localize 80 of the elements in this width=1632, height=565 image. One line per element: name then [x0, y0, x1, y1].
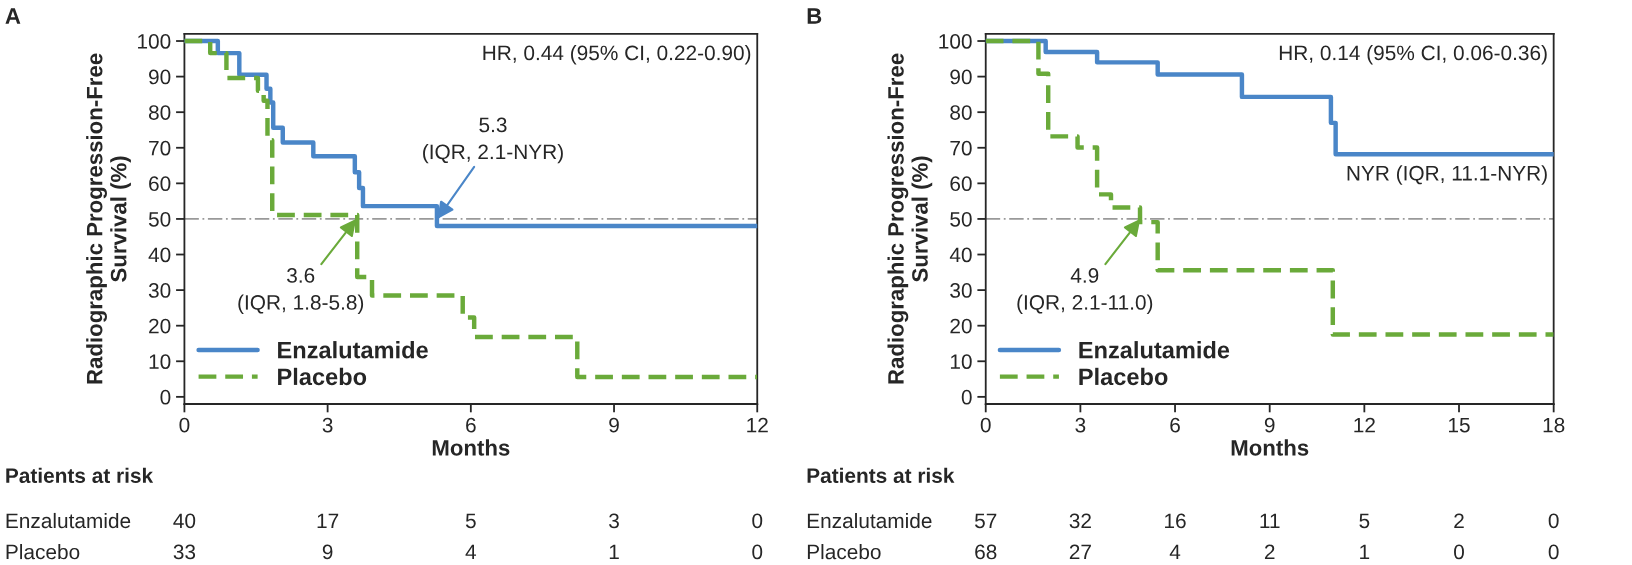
y-tick-label: 60	[149, 176, 171, 192]
legend-label: Enzalutamide	[1079, 341, 1230, 359]
x-tick-label: 0	[980, 417, 991, 433]
chart-title: A	[5, 8, 21, 24]
annotation: HR, 0.44 (95% CI, 0.22-0.90)	[483, 45, 751, 65]
y-tick-label: 100	[138, 34, 171, 49]
y-tick-label: 40	[148, 247, 171, 263]
y-tick-label: 20	[149, 318, 171, 334]
annotation: 4.9 (IQR, 2.1-11.0)	[1017, 268, 1153, 314]
text: 32	[1069, 513, 1091, 529]
text: 16	[1165, 513, 1186, 529]
x-tick-label: 3	[1075, 417, 1086, 433]
x-tick-label: 6	[1170, 417, 1180, 433]
x-tick-label: 0	[179, 417, 190, 433]
legend-label: Placebo	[278, 367, 367, 386]
text: 2	[1264, 544, 1275, 560]
text: 1	[1360, 544, 1370, 560]
text: 1	[609, 544, 619, 560]
text: 0	[752, 544, 763, 560]
y-axis-title: Radiographic Progression-Free Survival (%)	[887, 53, 933, 384]
text: 0	[1548, 513, 1559, 529]
text: 4	[1169, 544, 1181, 560]
text: Enzalutamide	[6, 512, 131, 529]
text: 17	[317, 513, 339, 529]
y-tick-label: 70	[950, 140, 972, 156]
legend-label: Enzalutamide	[278, 341, 428, 359]
y-tick-label: 80	[148, 105, 171, 120]
y-tick-label: 100	[939, 34, 972, 49]
text: 9	[322, 544, 333, 560]
text: 40	[173, 513, 196, 529]
y-tick-label: 0	[961, 389, 972, 405]
x-tick-label: 6	[466, 417, 476, 433]
y-tick-label: 60	[950, 176, 972, 192]
y-tick-label: 10	[149, 354, 171, 370]
text: Placebo	[6, 543, 80, 560]
x-tick-label: 9	[1264, 417, 1275, 433]
text: Patients at risk	[6, 467, 154, 484]
y-tick-label: 0	[160, 389, 171, 405]
text: 0	[1548, 544, 1559, 560]
x-axis-title: Months	[432, 439, 510, 456]
y-tick-label: 90	[950, 69, 972, 85]
text: 57	[974, 513, 997, 529]
y-tick-label: 40	[949, 247, 972, 263]
text: 11	[1260, 513, 1280, 529]
annotation: HR, 0.14 (95% CI, 0.06-0.36)	[1279, 45, 1547, 65]
y-tick-label: 30	[950, 283, 972, 298]
text: 27	[1069, 544, 1091, 560]
annotation: 5.3 (IQR, 2.1-NYR)	[423, 117, 563, 164]
text: 33	[173, 544, 196, 560]
annotation: 3.6 (IQR, 1.8-5.8)	[238, 268, 364, 314]
text: 2	[1454, 513, 1464, 529]
x-tick-label: 12	[1354, 417, 1375, 433]
text: Patients at risk	[807, 467, 955, 484]
text: 0	[752, 513, 763, 529]
text: 68	[975, 544, 997, 560]
y-tick-label: 70	[149, 140, 171, 156]
x-tick-label: 9	[609, 417, 619, 433]
text: Placebo	[807, 543, 881, 560]
x-tick-label: 15	[1449, 417, 1470, 433]
y-axis-title: Radiographic Progression-Free Survival (%)	[86, 53, 131, 384]
x-tick-label: 12	[747, 417, 768, 433]
text: 5	[465, 513, 476, 529]
text: 3	[609, 513, 619, 529]
chart-title: B	[807, 8, 822, 24]
y-tick-label: 50	[148, 211, 171, 227]
y-tick-label: 90	[149, 69, 171, 85]
x-tick-label: 18	[1543, 417, 1565, 433]
text: 0	[1454, 544, 1464, 560]
legend-label: Placebo	[1079, 367, 1168, 386]
text: Enzalutamide	[807, 512, 932, 529]
y-tick-label: 80	[950, 105, 972, 120]
y-tick-label: 20	[950, 318, 972, 334]
y-tick-label: 50	[950, 211, 972, 227]
text: 5	[1359, 513, 1370, 529]
x-tick-label: 3	[322, 417, 333, 433]
text: 4	[465, 544, 477, 560]
y-tick-label: 10	[950, 354, 972, 370]
y-tick-label: 30	[148, 283, 171, 298]
annotation: NYR (IQR, 11.1-NYR)	[1347, 165, 1547, 185]
x-axis-title: Months	[1231, 439, 1309, 456]
